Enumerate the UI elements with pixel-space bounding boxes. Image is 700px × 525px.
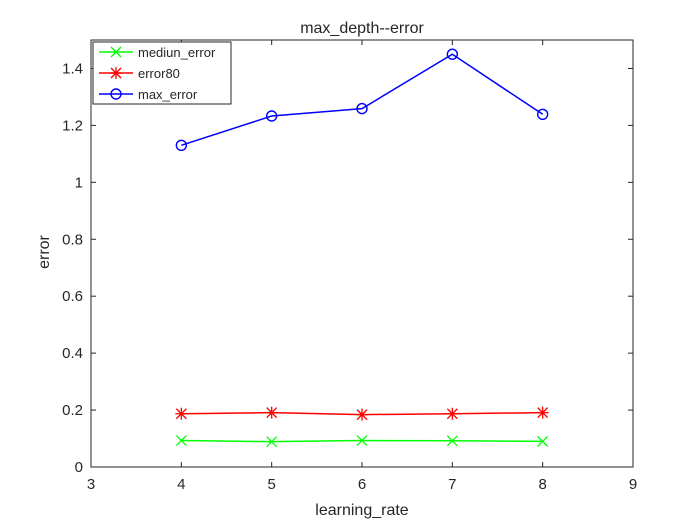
data-point-error80	[175, 407, 188, 420]
y-tick-label: 0.2	[62, 402, 83, 419]
series-error80	[175, 406, 549, 421]
x-tick-label: 6	[358, 476, 366, 493]
data-point-max_error	[265, 110, 278, 122]
legend-label: max_error	[138, 87, 198, 102]
legend-item-error80: error80	[99, 66, 180, 81]
y-tick-label: 1.4	[62, 60, 83, 77]
data-point-max_error	[175, 139, 188, 152]
axes-box	[90, 39, 634, 468]
legend-label: error80	[138, 66, 180, 81]
data-point-mediun_error	[537, 435, 549, 447]
plot-area	[90, 39, 634, 468]
legend-marker	[110, 67, 122, 79]
marker-stroke	[175, 435, 187, 446]
data-point-max_error	[356, 102, 368, 115]
data-point-mediun_error	[446, 435, 458, 447]
x-tick-label: 8	[538, 476, 546, 493]
y-tick-label: 1.2	[62, 117, 83, 134]
legend-item-mediun_error: mediun_error	[99, 45, 216, 60]
x-tick-label: 9	[629, 476, 637, 493]
legend-item-max_error: max_error	[99, 87, 198, 102]
data-point-mediun_error	[175, 435, 187, 446]
marker-stroke	[356, 435, 368, 446]
legend-marker	[110, 46, 122, 58]
data-point-mediun_error	[266, 436, 278, 448]
x-tick-label: 7	[448, 476, 456, 493]
y-tick-label: 1	[75, 174, 83, 191]
data-point-error80	[265, 406, 278, 419]
x-tick-label: 3	[87, 476, 95, 493]
y-tick-label: 0	[75, 459, 83, 476]
marker-stroke	[446, 435, 458, 447]
data-point-error80	[536, 406, 549, 419]
x-tick-label: 5	[267, 476, 275, 493]
legend: mediun_error error80 max_error	[92, 41, 232, 105]
y-axis-label: error	[36, 234, 53, 268]
y-tick-label: 0.8	[62, 231, 83, 248]
marker-stroke	[110, 46, 122, 58]
series-max_error	[175, 48, 549, 152]
data-point-max_error	[446, 48, 459, 60]
y-tick-label: 0.4	[62, 345, 83, 362]
data-point-max_error	[536, 108, 549, 120]
chart-title: max_depth--error	[300, 20, 424, 37]
x-tick-label: 4	[177, 476, 185, 493]
data-point-error80	[356, 408, 368, 421]
series-layer	[175, 48, 549, 448]
x-axis-label: learning_rate	[315, 502, 409, 519]
data-point-error80	[446, 407, 459, 420]
axis-ticks: 3 4 5 6 7 8 9 0 0.2 0.4 0.6 0.8 1 1.2 1.4	[62, 40, 637, 493]
legend-marker	[110, 88, 122, 100]
marker-stroke	[537, 435, 549, 447]
series-mediun_error	[175, 435, 549, 448]
marker-stroke	[266, 436, 278, 448]
series-line-max_error	[181, 53, 544, 147]
legend-label: mediun_error	[138, 45, 216, 60]
y-tick-label: 0.6	[62, 288, 83, 305]
data-point-mediun_error	[356, 435, 368, 446]
